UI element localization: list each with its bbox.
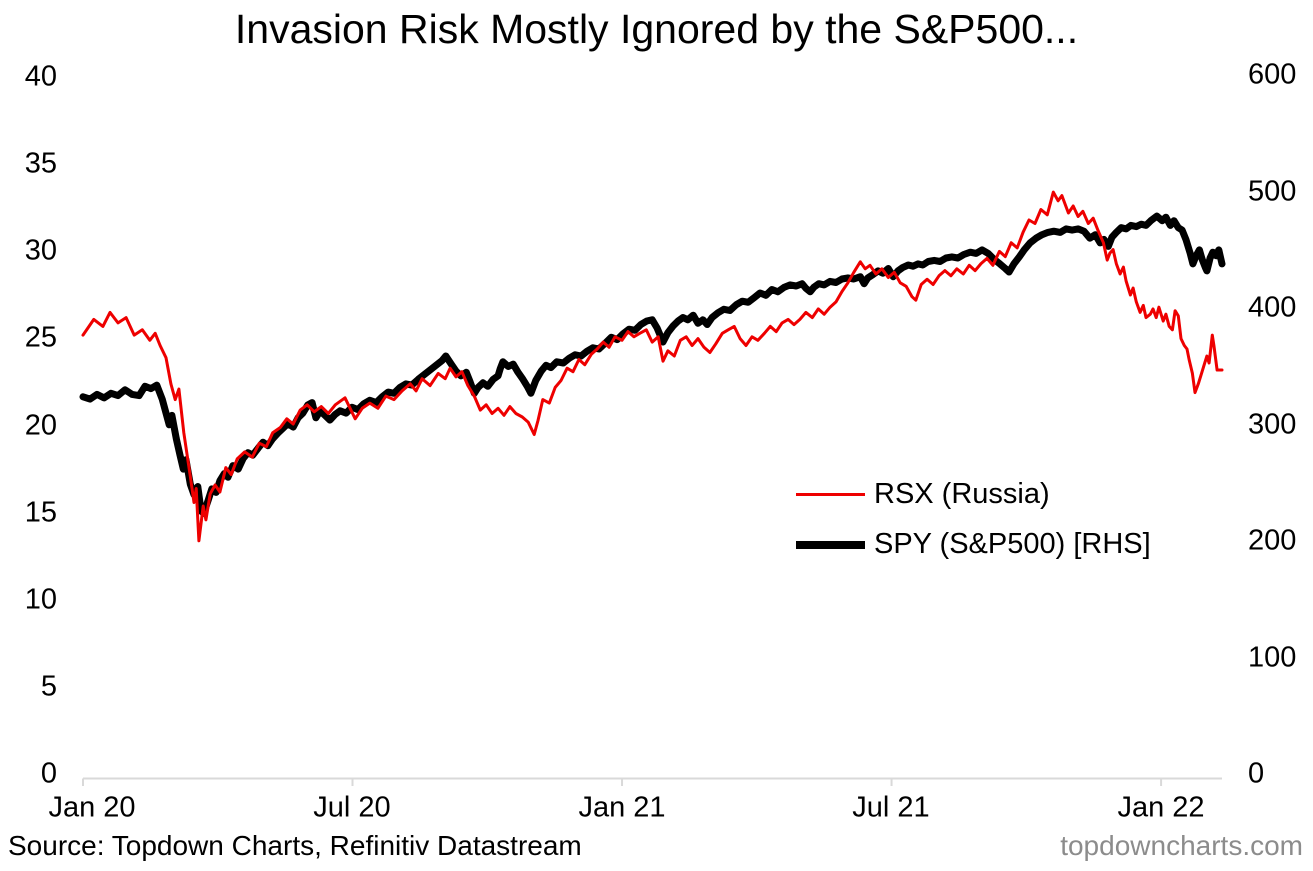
left-axis-tick-label: 15 (24, 496, 57, 529)
rsx-line-swatch (796, 493, 865, 496)
right-axis-tick-label: 300 (1248, 408, 1297, 441)
right-axis-tick-label: 200 (1248, 524, 1297, 557)
right-axis-tick-label: 400 (1248, 291, 1297, 324)
legend-label-rsx: RSX (Russia) (874, 478, 1050, 510)
left-axis-tick-label: 35 (24, 147, 57, 180)
x-axis-tick-label: Jul 21 (852, 791, 930, 824)
x-axis-tick-label: Jan 21 (578, 791, 666, 824)
left-axis-tick-label: 0 (40, 757, 57, 790)
right-axis-tick-label: 100 (1248, 641, 1297, 674)
right-axis-tick-label: 500 (1248, 175, 1297, 208)
x-axis-tick-label: Jul 20 (313, 791, 391, 824)
left-axis-tick-label: 5 (40, 670, 57, 703)
chart-title: Invasion Risk Mostly Ignored by the S&P5… (234, 6, 1079, 52)
left-axis-tick-label: 40 (24, 60, 57, 93)
left-axis-tick-label: 25 (24, 321, 57, 354)
legend-item-rsx: RSX (Russia) (796, 478, 1050, 511)
legend-item-spy: SPY (S&P500) [RHS] (796, 528, 1151, 561)
right-axis-tick-label: 0 (1248, 757, 1265, 790)
left-axis-tick-label: 10 (24, 583, 57, 616)
source-note: Source: Topdown Charts, Refinitiv Datast… (8, 830, 582, 861)
watermark: topdowncharts.com (1060, 830, 1303, 861)
legend-label-spy: SPY (S&P500) [RHS] (874, 528, 1151, 560)
x-axis-tick-label: Jan 22 (1117, 791, 1205, 824)
left-axis-tick-label: 20 (24, 409, 57, 442)
spy-line-swatch (796, 540, 865, 549)
x-axis-tick-label: Jan 20 (48, 791, 136, 824)
left-axis-tick-label: 30 (24, 234, 57, 267)
right-axis-tick-label: 600 (1248, 58, 1297, 91)
